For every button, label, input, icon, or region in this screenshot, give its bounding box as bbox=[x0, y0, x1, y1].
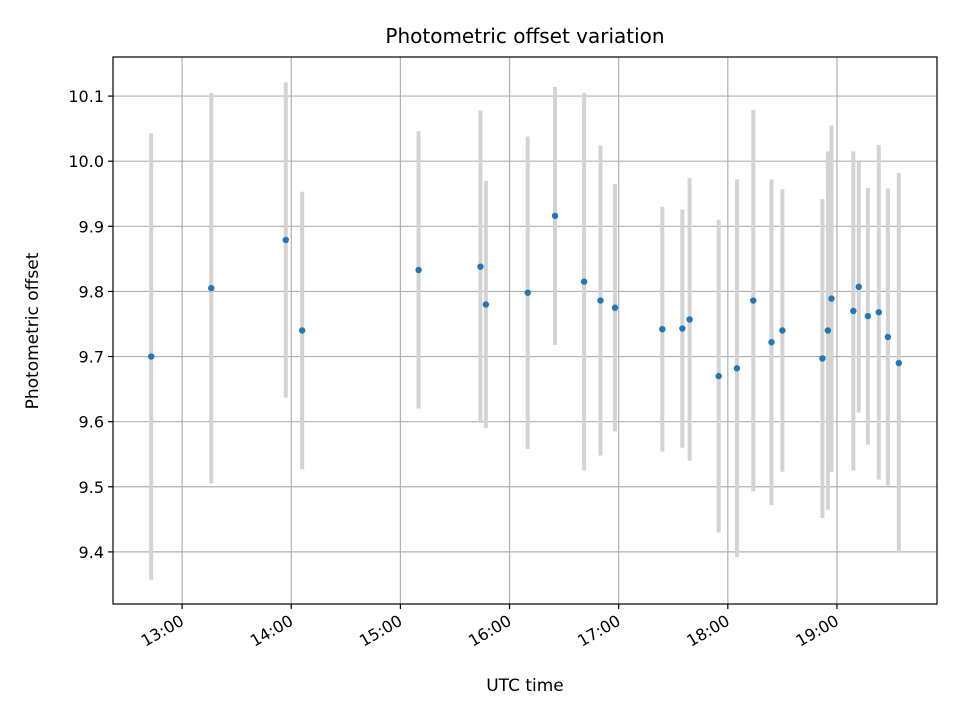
x-axis-title: UTC time bbox=[486, 676, 564, 696]
y-tick-label: 9.4 bbox=[79, 543, 104, 562]
chart-title: Photometric offset variation bbox=[385, 24, 664, 48]
data-point bbox=[524, 289, 531, 296]
data-point bbox=[895, 359, 903, 367]
data-point bbox=[208, 284, 215, 292]
data-point bbox=[864, 312, 872, 320]
data-point bbox=[482, 301, 490, 308]
data-point bbox=[298, 327, 306, 334]
y-axis-title: Photometric offset bbox=[23, 252, 43, 409]
data-point bbox=[415, 266, 422, 274]
data-point bbox=[875, 309, 882, 316]
data-point bbox=[580, 278, 588, 285]
data-point bbox=[733, 365, 741, 372]
data-point bbox=[855, 283, 862, 291]
data-point bbox=[659, 325, 666, 333]
data-point bbox=[884, 333, 892, 341]
data-point bbox=[597, 297, 604, 304]
y-tick-label: 9.7 bbox=[79, 348, 104, 367]
data-point bbox=[779, 327, 786, 334]
y-axis-ticks: 9.4 9.5 9.6 9.7 9.8 9.9 10.0 10.1 bbox=[68, 87, 113, 562]
y-tick-label: 9.9 bbox=[79, 217, 104, 236]
y-tick-label: 9.6 bbox=[79, 413, 104, 432]
data-point bbox=[611, 304, 619, 311]
y-tick-label: 10.0 bbox=[68, 152, 104, 171]
data-point bbox=[686, 316, 693, 323]
data-point bbox=[819, 355, 826, 362]
data-point bbox=[551, 212, 559, 220]
plot-frame bbox=[112, 56, 938, 605]
y-tick-label: 10.1 bbox=[68, 87, 104, 106]
y-tick-label: 9.5 bbox=[79, 478, 104, 497]
data-point bbox=[850, 307, 857, 315]
data-point bbox=[768, 339, 775, 346]
y-tick-label: 9.8 bbox=[79, 282, 104, 301]
data-point bbox=[715, 372, 722, 380]
data-point bbox=[679, 325, 686, 332]
data-point bbox=[824, 327, 832, 334]
grid bbox=[113, 57, 937, 604]
data-point bbox=[282, 236, 290, 244]
data-point bbox=[477, 263, 484, 270]
data-point bbox=[828, 295, 835, 302]
data-points bbox=[147, 212, 903, 380]
data-point bbox=[147, 353, 155, 360]
data-point bbox=[750, 297, 757, 304]
